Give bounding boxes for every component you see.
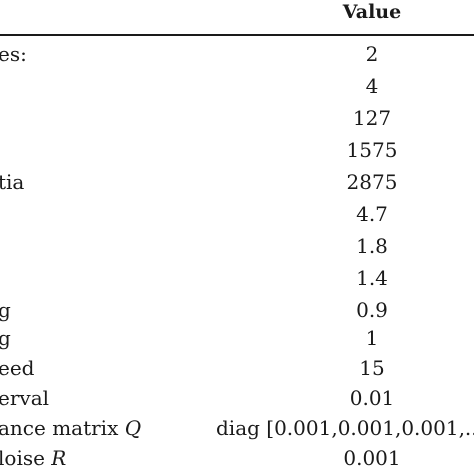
table-row: eed 15 [0, 352, 474, 384]
param-label: g [0, 326, 11, 350]
param-value: 15 [359, 356, 385, 380]
table-row: erval 0.01 [0, 382, 474, 414]
param-value: 127 [352, 106, 392, 130]
table-row: 4.7 [0, 198, 474, 230]
param-value: 1.4 [356, 266, 388, 290]
table-row: 1575 [0, 134, 474, 166]
table-row: 127 [0, 102, 474, 134]
table-row: ance matrix Q diag [0.001,0.001,0.001,.. [0, 412, 474, 444]
table-row: 4 [0, 70, 474, 102]
table-row: 1.4 [0, 262, 474, 294]
table-row: loise R 0.001 [0, 442, 474, 474]
param-label: loise R [0, 446, 66, 470]
table-row: 1.8 [0, 230, 474, 262]
param-label: erval [0, 386, 50, 410]
param-label: es: [0, 42, 27, 66]
param-label: g [0, 298, 11, 322]
param-label-text: ance matrix [0, 416, 125, 440]
param-value: 1 [365, 326, 379, 350]
param-label: tia [0, 170, 25, 194]
param-value: diag [0.001,0.001,0.001,.. [216, 416, 474, 440]
param-value: 2 [365, 42, 379, 66]
param-label: eed [0, 356, 35, 380]
param-symbol: R [51, 446, 67, 470]
table-row: g 0.9 [0, 294, 474, 326]
param-value: 1.8 [356, 234, 388, 258]
param-label: ance matrix Q [0, 416, 141, 440]
table-header: Value [0, 0, 474, 34]
column-header-value: Value [342, 1, 402, 23]
param-label-text: loise [0, 446, 52, 470]
table-row: g 1 [0, 322, 474, 354]
param-value: 4 [365, 74, 379, 98]
param-value: 2875 [346, 170, 398, 194]
header-rule [0, 34, 474, 36]
param-value: 0.001 [343, 446, 401, 470]
param-value: 0.9 [356, 298, 388, 322]
param-symbol: Q [124, 416, 142, 440]
param-value: 0.01 [349, 386, 395, 410]
table-row: tia 2875 [0, 166, 474, 198]
table-row: es: 2 [0, 38, 474, 70]
param-value: 1575 [346, 138, 398, 162]
param-value: 4.7 [356, 202, 388, 226]
